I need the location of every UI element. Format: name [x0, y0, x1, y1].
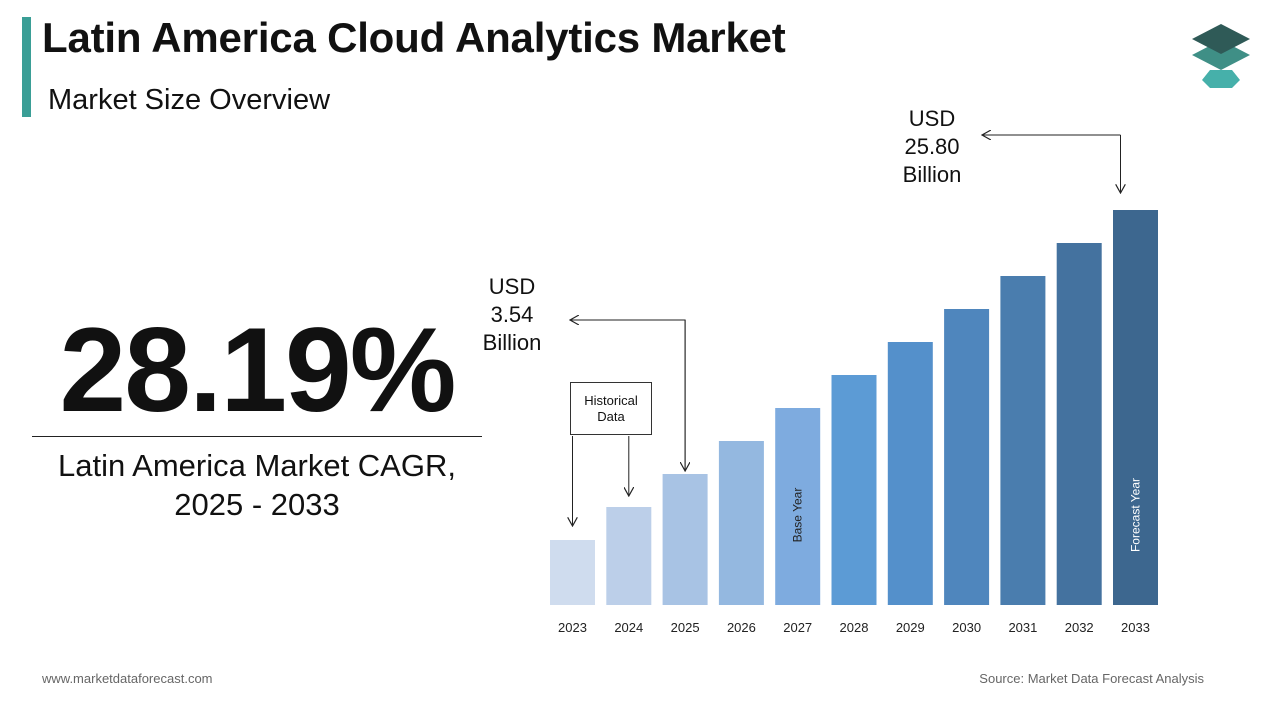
bar-2024 — [606, 507, 652, 605]
x-tick-label: 2032 — [1065, 620, 1094, 635]
cagr-label-line1: Latin America Market CAGR, — [58, 448, 456, 483]
x-tick-label: 2024 — [614, 620, 643, 635]
page-subtitle: Market Size Overview — [48, 84, 331, 116]
layers-logo-icon — [1192, 24, 1250, 88]
bar-2026 — [718, 441, 764, 605]
x-tick-label: 2023 — [558, 620, 587, 635]
base-year-label: Base Year — [791, 488, 805, 543]
historical-line2: Data — [597, 408, 625, 424]
bar-2030 — [944, 309, 990, 605]
bar-2023 — [550, 540, 595, 605]
cagr-divider — [32, 436, 482, 437]
end-value-callout: USD 25.80 Billion — [872, 105, 992, 189]
bar-2028 — [831, 375, 877, 605]
end-value-amount: 25.80 — [904, 134, 960, 159]
x-tick-label: 2030 — [952, 620, 981, 635]
cagr-label-line2: 2025 - 2033 — [174, 487, 340, 522]
bar-2027 — [775, 408, 821, 605]
website-link[interactable]: www.marketdataforecast.com — [42, 671, 213, 686]
start-value-callout: USD 3.54 Billion — [452, 273, 572, 357]
bar-2025 — [662, 474, 708, 605]
title-accent-bar — [22, 17, 31, 117]
x-tick-label: 2027 — [783, 620, 812, 635]
historical-data-box: Historical Data — [570, 382, 652, 435]
cagr-label: Latin America Market CAGR, 2025 - 2033 — [22, 446, 492, 524]
end-value-unit: Billion — [902, 162, 962, 187]
page-title: Latin America Cloud Analytics Market — [42, 14, 786, 61]
start-value-currency: USD — [488, 274, 536, 299]
x-tick-label: 2028 — [840, 620, 869, 635]
source-note: Source: Market Data Forecast Analysis — [979, 671, 1204, 686]
bar-2029 — [887, 342, 933, 605]
historical-line1: Historical — [584, 392, 638, 408]
start-value-amount: 3.54 — [490, 302, 534, 327]
bar-2033 — [1113, 210, 1158, 605]
x-tick-label: 2026 — [727, 620, 756, 635]
start-value-unit: Billion — [482, 330, 542, 355]
x-tick-label: 2029 — [896, 620, 925, 635]
bar-2031 — [1000, 276, 1046, 605]
x-tick-label: 2033 — [1121, 620, 1150, 635]
x-tick-label: 2031 — [1008, 620, 1037, 635]
bar-2032 — [1056, 243, 1102, 605]
forecast-year-label: Forecast Year — [1129, 478, 1143, 552]
cagr-value: 28.19% — [59, 303, 457, 437]
x-tick-label: 2025 — [671, 620, 700, 635]
end-value-currency: USD — [908, 106, 956, 131]
